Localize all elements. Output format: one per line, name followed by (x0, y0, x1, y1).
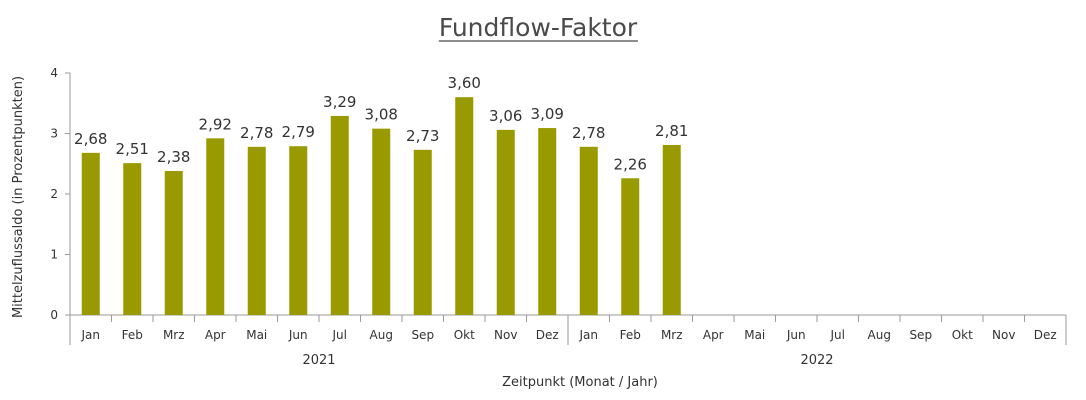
bar (579, 146, 598, 315)
data-label: 2,79 (282, 123, 315, 141)
x-tick-label: Apr (703, 328, 724, 342)
x-tick-label: Sep (411, 328, 434, 342)
y-tick-label: 1 (50, 248, 58, 262)
x-tick-label: Mai (246, 328, 267, 342)
data-label: 2,73 (406, 127, 439, 145)
data-label: 2,51 (116, 140, 149, 158)
data-label: 3,08 (365, 106, 398, 124)
x-tick-label: Mai (744, 328, 765, 342)
y-tick-label: 4 (50, 66, 58, 80)
x-axis: Jan Feb Mrz Apr Mai Jun Jul Aug Sep Okt Nov Dez Jan F… (69, 314, 1067, 368)
bar (123, 163, 142, 315)
bar (538, 128, 557, 315)
bar (330, 115, 349, 315)
x-tick-label: Feb (122, 328, 143, 342)
data-label: 2,92 (199, 115, 232, 133)
x-tick-label: Aug (868, 328, 891, 342)
data-label: 3,60 (448, 74, 481, 92)
bar (372, 128, 391, 315)
x-tick-label: Jun (288, 328, 308, 342)
x-tick-label: Mrz (163, 328, 185, 342)
y-axis: 0 1 2 3 4 (50, 66, 71, 322)
bar (662, 144, 681, 315)
bar (455, 97, 474, 315)
data-label: 3,06 (489, 107, 522, 125)
data-label: 2,68 (74, 130, 107, 148)
x-tick-label: Mrz (661, 328, 683, 342)
y-tick-label: 2 (50, 187, 58, 201)
bar (413, 149, 432, 315)
y-tick-label: 3 (50, 127, 58, 141)
x-tick-label: Jun (786, 328, 806, 342)
data-labels: 2,68 2,51 2,38 2,92 2,78 2,79 3,29 3,08 2,73 3,60… (74, 74, 688, 173)
x-tick-label: Jul (830, 328, 845, 342)
bar (496, 129, 515, 315)
x-tick-label: Okt (952, 328, 973, 342)
bars (81, 97, 681, 315)
x-tick-label: Feb (620, 328, 641, 342)
data-label: 2,38 (157, 148, 190, 166)
data-label: 2,78 (240, 124, 273, 142)
bar (621, 178, 640, 315)
data-label: 3,09 (531, 105, 564, 123)
bar (81, 152, 100, 315)
year-label: 2021 (302, 353, 335, 368)
bar (206, 138, 225, 315)
x-tick-label: Sep (909, 328, 932, 342)
x-tick-label: Apr (205, 328, 226, 342)
data-label: 3,29 (323, 93, 356, 111)
year-label: 2022 (800, 353, 833, 368)
x-tick-label: Okt (454, 328, 475, 342)
x-tick-label: Nov (992, 328, 1015, 342)
chart-title: Fundflow-Faktor (439, 13, 638, 42)
x-tick-label: Dez (536, 328, 559, 342)
x-tick-label: Jan (579, 328, 599, 342)
x-tick-label: Jan (81, 328, 101, 342)
data-label: 2,78 (572, 124, 605, 142)
x-tick-label: Aug (370, 328, 393, 342)
x-tick-label: Jul (332, 328, 347, 342)
y-tick-label: 0 (50, 308, 58, 322)
data-label: 2,81 (655, 122, 688, 140)
x-axis-title: Zeitpunkt (Monat / Jahr) (502, 375, 658, 390)
x-tick-label: Nov (494, 328, 517, 342)
y-axis-title: Mittelzuflussaldo (in Prozentpunkten) (11, 76, 26, 318)
bar (247, 146, 266, 315)
x-tick-label: Dez (1034, 328, 1057, 342)
data-label: 2,26 (614, 155, 647, 173)
bar (164, 171, 183, 315)
bar (289, 146, 308, 315)
